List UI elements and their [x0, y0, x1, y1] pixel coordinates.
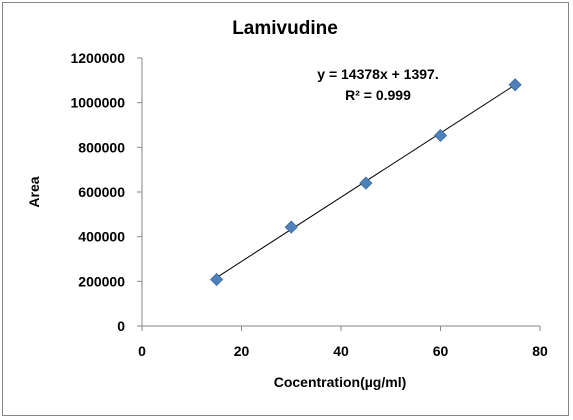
data-point-marker	[508, 78, 522, 92]
x-axis-ticks: 0 20 40 60 80	[138, 326, 548, 359]
r-squared-label: R² = 0.999	[345, 87, 411, 103]
data-points	[210, 78, 522, 287]
chart-frame	[2, 2, 569, 416]
x-axis-label: Cocentration(µg/ml)	[274, 374, 407, 390]
y-tick-label: 600000	[78, 184, 125, 200]
y-axis-ticks: 0 200000 400000 600000 800000 1000000 1200000	[70, 50, 142, 334]
data-point-marker	[359, 176, 373, 190]
x-tick-label: 0	[138, 343, 146, 359]
y-axis-label: Area	[26, 176, 42, 207]
x-tick-label: 20	[234, 343, 250, 359]
y-tick-label: 800000	[78, 139, 125, 155]
data-point-marker	[433, 128, 448, 143]
data-point-marker	[284, 220, 298, 234]
chart-title: Lamivudine	[232, 18, 338, 39]
y-tick-label: 200000	[78, 273, 125, 289]
y-tick-label: 0	[117, 318, 125, 334]
trendline-equation: y = 14378x + 1397.	[317, 66, 438, 82]
y-tick-label: 1200000	[70, 50, 125, 66]
x-tick-label: 80	[532, 343, 548, 359]
data-point-marker	[210, 272, 224, 287]
x-tick-label: 40	[333, 343, 349, 359]
x-tick-label: 60	[433, 343, 449, 359]
y-tick-label: 1000000	[70, 95, 125, 111]
y-tick-label: 400000	[78, 229, 125, 245]
